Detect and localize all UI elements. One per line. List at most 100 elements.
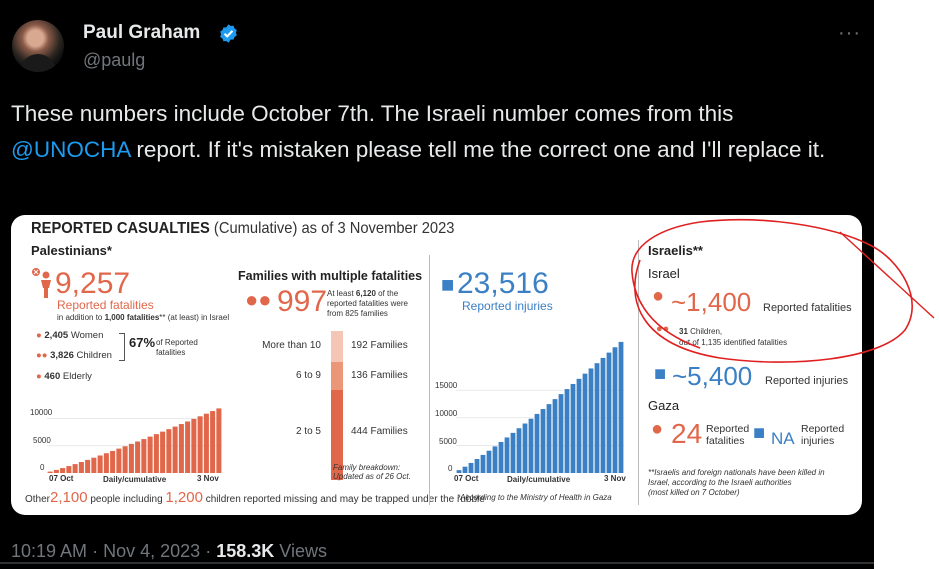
israel-injuries-label: Reported injuries [765,375,849,387]
family-bar-2to5 [331,390,343,480]
chart-bar [178,424,184,473]
chart-bar [78,462,84,473]
families-heading: Families with multiple fatalities [238,269,423,283]
chart-bar [128,443,134,473]
chart-bar [510,432,516,473]
chart-bar [135,441,141,473]
pal-chart-y-top: 10000 [30,408,53,417]
family-breakdown-1: Family breakdown: [333,463,401,472]
chart-bar [122,446,128,473]
chart-bar [60,468,66,473]
tweet-text-after: report. If it's mistaken please tell me … [130,137,826,162]
chart-bar [153,434,159,473]
chart-bar [570,383,576,473]
infographic-title: REPORTED CASUALTIES (Cumulative) as of 3… [31,220,455,237]
inj-chart-y-zero: 0 [448,464,453,473]
infographic-image[interactable]: REPORTED CASUALTIES (Cumulative) as of 3… [11,215,862,515]
family-range-3: 2 to 5 [295,426,321,437]
tweet-date[interactable]: Nov 4, 2023 [103,541,201,561]
inj-chart-y-top: 15000 [435,381,458,390]
family-range-2: 6 to 9 [295,370,321,381]
families-note-3: from 825 families [327,309,388,318]
gaza-injuries-label-2: injuries [801,435,835,447]
chart-bar [66,466,72,473]
israelis-footnote-1: **Israelis and foreign nationals have be… [648,468,825,477]
family-count-1: 192 Families [351,340,408,351]
palestinian-fatalities-note: in addition to 1,000 fatalities** (at le… [57,313,230,322]
elderly-row: ● 460 Elderly [36,371,92,382]
chart-bar [516,428,522,473]
meta-separator-2: · [205,541,212,561]
chart-bar [474,459,480,473]
inj-chart-y-mid: 10000 [435,409,458,418]
chart-bar [504,437,510,473]
family-icon: ●● [245,287,272,312]
chart-bar [116,448,122,473]
children-row: ●● 3,826 Children [36,350,112,361]
views-label: Views [279,541,327,561]
pal-chart-start: 07 Oct [49,474,74,483]
missing-note: Other2,100 people including 1,200 childr… [25,489,485,506]
more-options-icon[interactable]: ··· [838,22,861,44]
chart-bar [160,431,166,473]
israelis-heading: Israelis** [648,243,703,258]
chart-bar [552,399,558,473]
pal-chart-y-zero: 0 [40,463,45,472]
section-divider-2 [638,240,639,505]
injuries-footnote: *According to the Ministry of Health in … [457,493,612,502]
chart-bar [72,464,78,473]
chart-bar [486,450,492,473]
chart-bar [480,454,486,473]
chart-bar [110,450,116,473]
chart-bar [498,441,504,473]
inj-chart-start: 07 Oct [454,474,479,483]
gaza-fatalities: 24 [671,418,703,449]
inj-chart-end: 3 Nov [604,474,626,483]
chart-bar [594,363,600,473]
gaza-fatalities-label-1: Reported [706,423,750,435]
israel-person-icon: ● [652,285,665,307]
chart-bar [522,423,528,473]
families-total: 997 [277,285,328,318]
families-note-2: reported fatalities were [327,299,408,308]
israel-children-note: out of 1,135 identified fatalities [679,338,788,347]
palestinians-heading: Palestinians* [31,243,112,258]
family-count-2: 136 Families [351,370,408,381]
chart-bar [492,446,498,473]
verified-badge-icon [220,24,237,43]
tweet-time[interactable]: 10:19 AM [11,541,88,561]
chart-bar [558,394,564,473]
gaza-heading: Gaza [648,398,680,413]
tweet: Paul Graham @paulg ··· These numbers inc… [0,20,874,564]
pct-label-1: of Reported [156,338,198,347]
chart-bar [462,466,468,473]
author-name[interactable]: Paul Graham [83,22,201,43]
israel-injuries: ~5,400 [672,361,753,391]
chart-bar [216,408,222,473]
injuries-total: 23,516 [457,267,549,300]
family-breakdown-2: Updated as of 26 Oct. [333,472,411,481]
pal-chart-y-mid: 5000 [33,436,51,445]
author-handle[interactable]: @paulg [83,50,146,70]
chart-bar [588,368,594,473]
chart-bar [91,457,97,473]
gaza-injuries: NA [771,429,795,448]
tweet-meta: 10:19 AM · Nov 4, 2023 · 158.3K Views [11,541,327,562]
inj-chart-mid: Daily/cumulative [507,475,571,484]
pct-label-2: fatalities [156,348,186,357]
chart-bar [103,453,109,473]
chart-bar [600,357,606,473]
chart-bar [576,378,582,473]
israel-fatalities-label: Reported fatalities [763,302,852,314]
chart-bar [540,409,546,473]
mention-link[interactable]: @UNOCHA [11,137,131,162]
chart-bar [534,413,540,473]
chart-bar [612,347,618,473]
family-range-1: More than 10 [262,340,321,351]
pct-value: 67% [129,335,156,350]
family-count-3: 444 Families [351,426,408,437]
inj-chart-y-low: 5000 [439,437,457,446]
avatar[interactable] [12,20,64,72]
divider-line [0,562,874,564]
